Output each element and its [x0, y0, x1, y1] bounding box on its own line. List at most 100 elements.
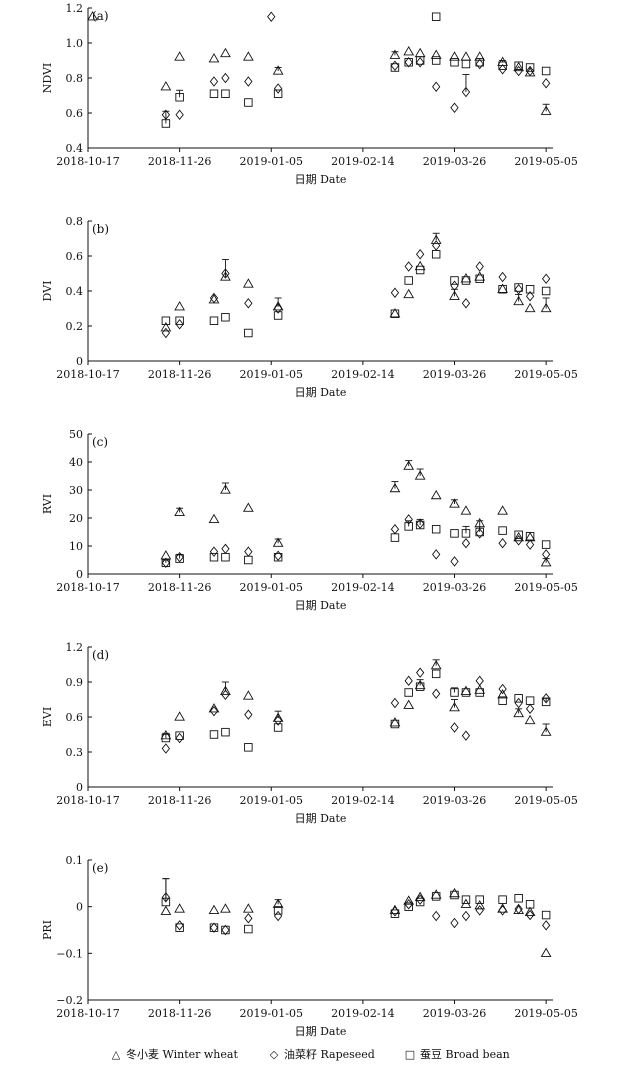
square-marker [273, 552, 283, 562]
x-tick-label: 2019-03-26 [423, 581, 486, 594]
square-marker [514, 283, 523, 292]
y-tick-label: 1.2 [66, 641, 84, 654]
diamond-marker [450, 722, 459, 733]
square-marker [431, 892, 441, 901]
square-marker [450, 890, 459, 900]
y-tick-label: 0.3 [66, 746, 84, 759]
triangle-marker [540, 557, 552, 567]
triangle-marker [430, 234, 442, 244]
diamond-marker [221, 268, 230, 279]
diamond-marker [461, 86, 471, 98]
square-marker [475, 58, 484, 67]
square-marker [498, 61, 507, 70]
triangle-marker [449, 701, 460, 712]
triangle-marker [524, 302, 536, 313]
triangle-marker [513, 61, 525, 72]
triangle-marker [403, 288, 415, 299]
square-marker [404, 276, 413, 285]
series-triangle [160, 659, 552, 740]
square-marker [541, 910, 551, 920]
series-diamond [161, 11, 551, 120]
x-axis-label: 日期 Date [295, 1025, 347, 1038]
y-tick-label: 0.6 [66, 711, 84, 724]
diamond-marker [404, 57, 413, 68]
series-diamond [161, 667, 551, 754]
triangle-marker [242, 278, 254, 288]
triangle-marker [540, 105, 552, 115]
diamond-marker [221, 72, 230, 84]
triangle-marker [540, 947, 552, 957]
square-marker [390, 719, 400, 729]
diamond-marker [390, 287, 400, 298]
square-marker [273, 311, 283, 320]
series-square [161, 56, 551, 128]
panel-label: (d) [92, 648, 109, 662]
square-marker [175, 923, 184, 932]
x-tick-label: 2018-10-17 [56, 581, 119, 594]
square-marker [541, 540, 551, 549]
x-tick-label: 2018-11-26 [148, 155, 211, 168]
diamond-marker [432, 240, 441, 251]
diamond-marker [541, 693, 551, 704]
square-marker [244, 328, 253, 338]
legend-label: 冬小麦 Winter wheat [126, 1048, 238, 1061]
y-axis-label: EVI [41, 707, 54, 727]
y-tick-label: 0.4 [66, 142, 84, 155]
square-marker [273, 723, 283, 732]
triangle-marker [403, 46, 415, 56]
square-marker [209, 89, 219, 98]
square-marker [244, 743, 253, 752]
triangle-marker [242, 903, 254, 913]
diamond-marker [475, 905, 484, 916]
y-axis-label: PRI [41, 920, 54, 940]
square-marker [161, 558, 171, 568]
x-axis-label: 日期 Date [295, 173, 347, 186]
triangle-marker [160, 729, 172, 740]
x-tick-label: 2018-10-17 [56, 1007, 119, 1020]
triangle-marker [430, 659, 442, 670]
triangle-marker [449, 290, 460, 300]
chart-panel-3: 0 10 20 30 40 50 2018-10-17 2018-11-26 2019-01-0… [41, 428, 578, 612]
x-tick-label: 2018-10-17 [56, 155, 119, 168]
square-marker [450, 529, 459, 538]
y-tick-label: 1.0 [66, 37, 84, 50]
diamond-marker [390, 523, 400, 535]
diamond-marker [450, 102, 459, 113]
triangle-marker [497, 505, 508, 515]
diamond-marker [161, 557, 171, 569]
square-marker [221, 89, 230, 98]
diamond-marker [450, 556, 459, 567]
diamond-marker [175, 920, 184, 931]
series-square [161, 878, 551, 935]
diamond-marker [415, 57, 425, 68]
square-marker [475, 895, 484, 904]
x-tick-label: 2018-10-17 [56, 368, 119, 381]
diamond-marker [161, 327, 171, 339]
y-tick-label: 0.4 [66, 285, 84, 298]
y-tick-label: 0.8 [66, 72, 84, 85]
diamond-marker [404, 261, 413, 272]
diamond-marker [498, 683, 507, 695]
square-marker [175, 316, 184, 325]
square-marker [431, 524, 441, 534]
x-tick-label: 2018-11-26 [148, 1007, 211, 1020]
triangle-marker [474, 684, 486, 694]
triangle-marker [460, 505, 472, 515]
square-marker [244, 555, 253, 565]
y-axis-label: NDVI [41, 63, 54, 94]
square-marker [431, 669, 441, 679]
y-tick-label: 0 [76, 355, 83, 368]
y-tick-label: 0.8 [66, 215, 84, 228]
series-triangle [160, 46, 552, 115]
square-marker [273, 906, 283, 915]
square-marker [404, 522, 413, 531]
triangle-marker [389, 717, 401, 727]
triangle-marker [513, 531, 525, 542]
triangle-marker [272, 537, 284, 547]
triangle-marker [272, 65, 284, 75]
diamond-marker [498, 537, 507, 549]
triangle-marker [208, 513, 220, 523]
diamond-marker [461, 298, 471, 309]
x-axis-label: 日期 Date [295, 599, 347, 612]
diamond-marker [273, 550, 283, 562]
